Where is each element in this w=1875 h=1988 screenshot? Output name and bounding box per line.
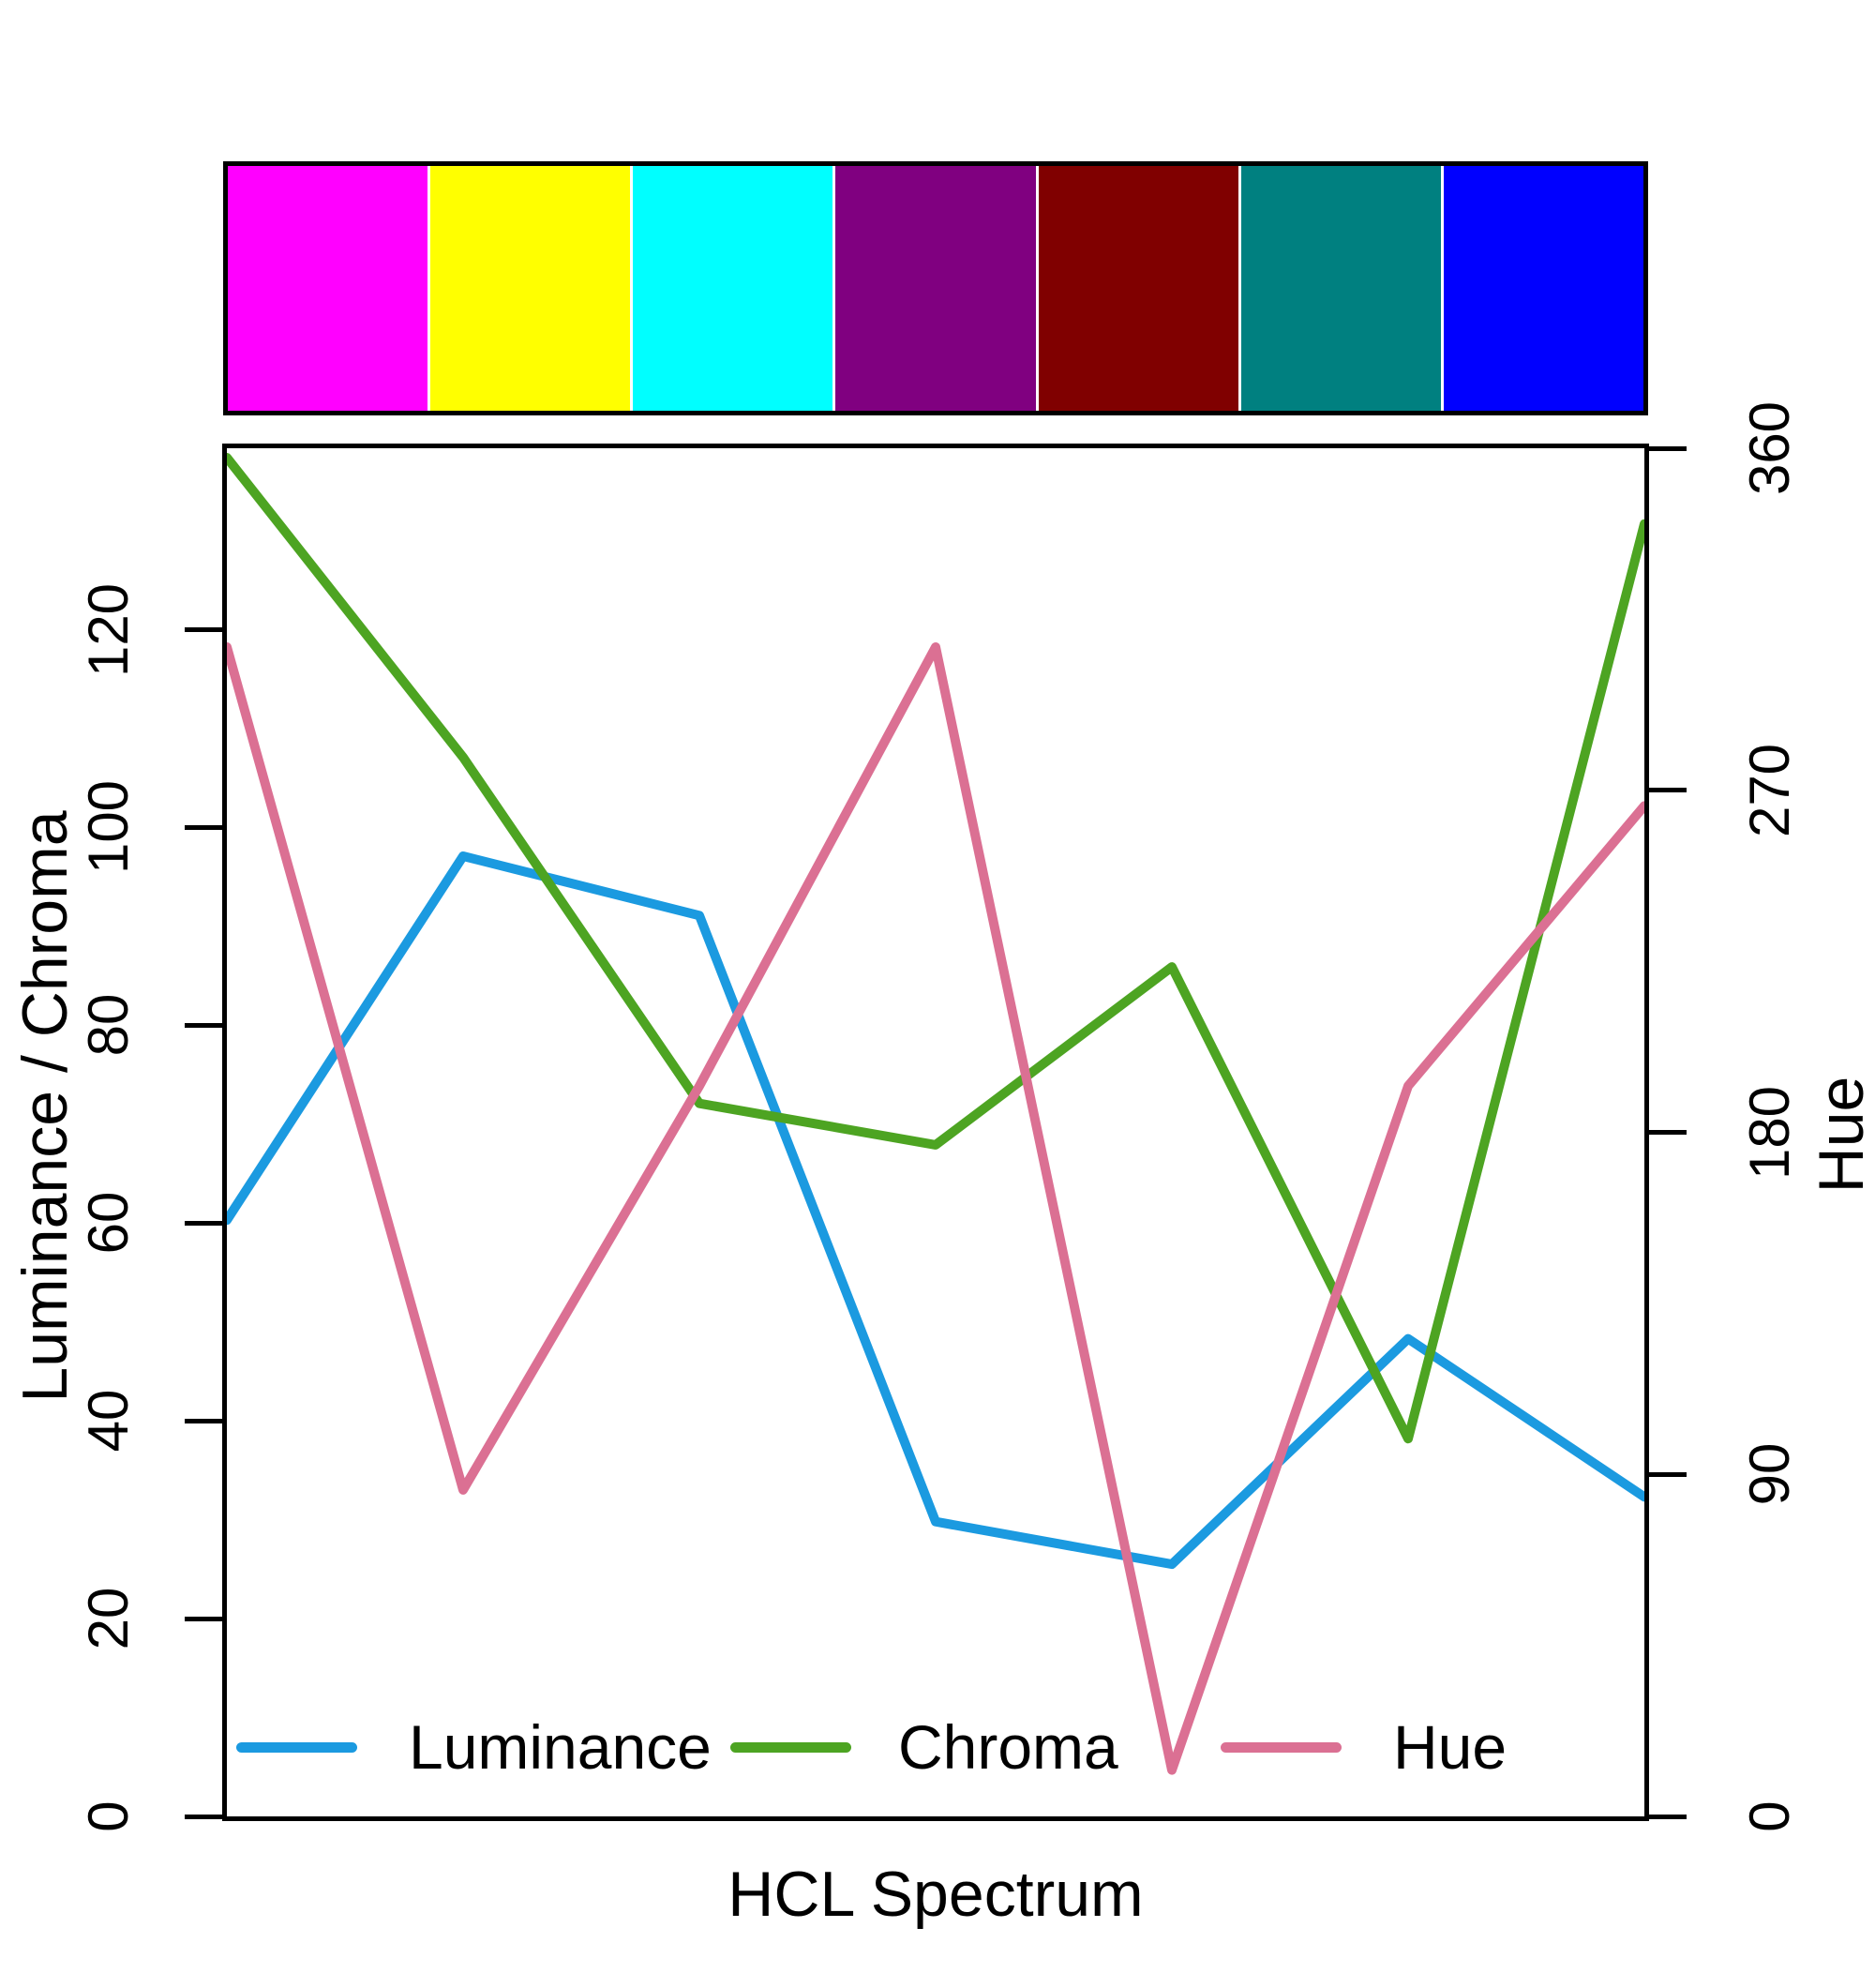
right-axis-tick-label-90: 90 <box>1738 1442 1801 1506</box>
y-axis-label-left: Luminance / Chroma <box>9 810 81 1403</box>
left-axis-tick-120 <box>185 627 222 632</box>
swatch-magenta <box>228 166 428 411</box>
x-axis-label: HCL Spectrum <box>728 1859 1144 1930</box>
legend-line-chroma <box>730 1742 851 1753</box>
series-line-hue <box>227 642 1644 1775</box>
left-axis-tick-60 <box>185 1220 222 1226</box>
swatch-teal <box>1240 166 1441 411</box>
right-axis-tick-360 <box>1649 445 1687 451</box>
left-axis-tick-20 <box>185 1616 222 1621</box>
legend-label-hue: Hue <box>1393 1712 1508 1782</box>
swatch-maroon <box>1038 166 1238 411</box>
left-axis-tick-label-40: 40 <box>77 1389 140 1453</box>
left-axis-tick-label-100: 100 <box>77 780 140 875</box>
right-axis-tick-label-180: 180 <box>1738 1085 1801 1180</box>
color-swatch-bar <box>223 161 1648 415</box>
y-axis-label-right: Hue <box>1806 1076 1875 1194</box>
left-axis-tick-label-80: 80 <box>77 993 140 1057</box>
left-axis-tick-label-20: 20 <box>77 1587 140 1650</box>
swatch-yellow <box>430 166 631 411</box>
left-axis-tick-0 <box>185 1814 222 1819</box>
right-axis-tick-label-360: 360 <box>1738 400 1801 496</box>
left-axis-tick-80 <box>185 1022 222 1028</box>
right-axis-tick-270 <box>1649 788 1687 793</box>
legend-label-luminance: Luminance <box>409 1712 712 1782</box>
left-axis-tick-40 <box>185 1418 222 1423</box>
left-axis-tick-label-0: 0 <box>77 1800 140 1832</box>
right-axis-tick-label-270: 270 <box>1738 743 1801 837</box>
left-axis-tick-label-60: 60 <box>77 1191 140 1255</box>
legend-line-hue <box>1221 1742 1342 1753</box>
swatch-purple <box>835 166 1036 411</box>
series-lines <box>227 453 1644 1775</box>
right-axis-tick-label-0: 0 <box>1738 1800 1801 1832</box>
legend-line-luminance <box>236 1742 357 1753</box>
swatch-blue <box>1443 166 1643 411</box>
left-axis-tick-label-120: 120 <box>77 582 140 677</box>
right-axis-tick-0 <box>1649 1814 1687 1819</box>
legend-label-chroma: Chroma <box>898 1712 1118 1782</box>
right-axis-tick-180 <box>1649 1130 1687 1135</box>
right-axis-tick-90 <box>1649 1471 1687 1477</box>
left-axis-tick-100 <box>185 824 222 830</box>
plot-area <box>222 444 1649 1821</box>
series-line-luminance <box>227 851 1644 1570</box>
series-line-chroma <box>227 453 1644 1444</box>
swatch-cyan <box>633 166 833 411</box>
